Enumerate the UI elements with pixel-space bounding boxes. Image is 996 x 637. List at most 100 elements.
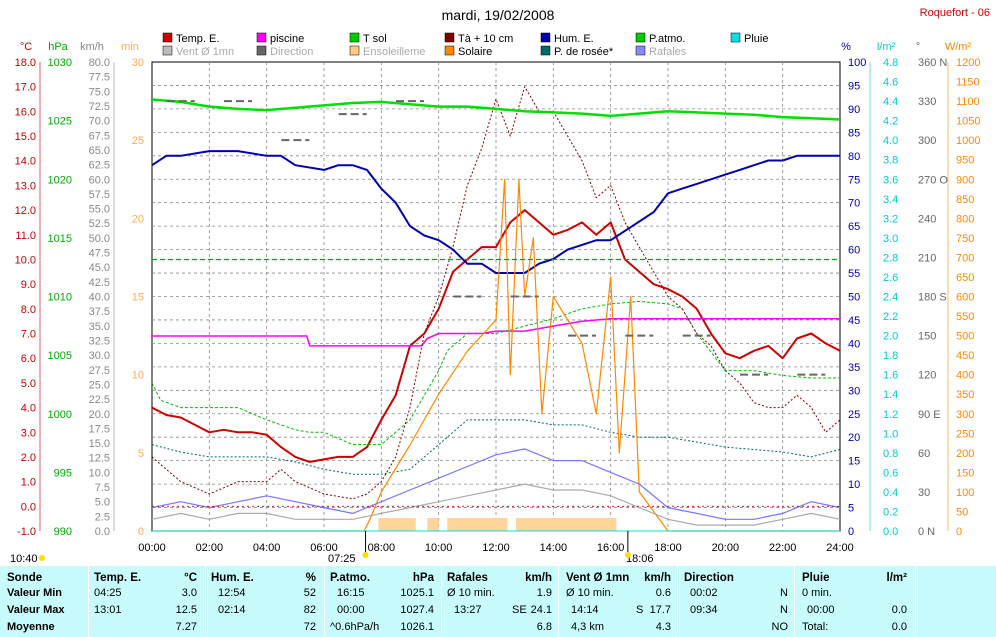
axis-tick-press-3: 1015 — [48, 233, 72, 245]
axis-tick-hum-0: 100 — [848, 57, 866, 69]
legend-swatch-2 — [349, 32, 360, 43]
axis-tick-temp-16: 2.0 — [21, 452, 36, 464]
legend-label-12: Rafales — [649, 46, 687, 58]
axis-tick-min-3: 15 — [132, 292, 144, 304]
sunshine-block-3 — [516, 518, 617, 531]
axis-tick-temp-11: 7.0 — [21, 329, 36, 341]
legend-swatch-4 — [540, 32, 551, 43]
series-line-p-atmo- — [151, 98, 841, 121]
stats-wind-avg: 4.3 — [655, 621, 671, 633]
axis-tick-press-1: 1025 — [48, 116, 72, 128]
stats-wind-dist: 4,3 km — [571, 621, 605, 633]
legend-swatch-5 — [635, 32, 646, 43]
axis-tick-temp-1: 17.0 — [15, 82, 36, 94]
axis-tick-rain-2: 4.4 — [883, 96, 898, 108]
axis-unit-press: hPa — [48, 41, 68, 53]
axis-tick-sol-23: 50 — [956, 506, 968, 518]
axis-tick-hum-15: 25 — [848, 409, 860, 421]
axis-tick-hum-1: 95 — [848, 80, 860, 92]
x-tick-2: 04:00 — [253, 542, 281, 554]
stats-col-temp: Temp. E. °C 04:25 3.0 13:01 12.5 7.27 — [89, 566, 205, 637]
axis-tick-hum-6: 70 — [848, 198, 860, 210]
axis-tick-temp-17: 1.0 — [21, 477, 36, 489]
axis-tick-wind-4: 70.0 — [89, 116, 110, 128]
axis-tick-temp-4: 14.0 — [15, 156, 36, 168]
x-tick-6: 12:00 — [482, 542, 510, 554]
axis-tick-wind-31: 2.5 — [95, 511, 110, 523]
axis-tick-sol-7: 850 — [956, 194, 974, 206]
axis-tick-press-7: 995 — [54, 467, 72, 479]
stats-press-trend: ^0.6hPa/h — [330, 621, 380, 633]
stats-press-unit: hPa — [412, 572, 434, 584]
axis-tick-wind-13: 47.5 — [89, 248, 110, 260]
x-tick-8: 16:00 — [597, 542, 625, 554]
axis-tick-hum-13: 35 — [848, 362, 860, 374]
stats-hum-min-time: 12:54 — [218, 587, 246, 599]
stats-row-min: Valeur Min — [7, 587, 63, 599]
legend-label-4: Hum. E. — [554, 33, 594, 45]
axis-tick-dir-8: 120 — [918, 370, 936, 382]
axis-tick-rain-14: 2.0 — [883, 331, 898, 343]
axis-tick-wind-20: 30.0 — [89, 350, 110, 362]
stats-row-avg: Moyenne — [7, 621, 55, 633]
axis-tick-wind-16: 40.0 — [89, 292, 110, 304]
axis-unit-hum: % — [841, 41, 851, 53]
axis-tick-rain-15: 1.8 — [883, 350, 898, 362]
axis-tick-temp-5: 13.0 — [15, 180, 36, 192]
axis-tick-hum-20: 0 — [848, 526, 854, 538]
axis-tick-temp-8: 10.0 — [15, 254, 36, 266]
x-tick-3: 06:00 — [310, 542, 338, 554]
axis-tick-dir-3: 270 O — [918, 174, 948, 186]
axis-tick-wind-32: 0.0 — [95, 526, 110, 538]
axis-tick-wind-15: 42.5 — [89, 277, 110, 289]
axis-tick-wind-0: 80.0 — [89, 57, 110, 69]
axis-tick-temp-0: 18.0 — [15, 57, 36, 69]
day-length-label: 10:40 — [10, 553, 38, 565]
stats-table: Sonde Valeur Min Valeur Max Moyenne Temp… — [0, 566, 996, 637]
stats-dir-max-time: 09:34 — [690, 604, 718, 616]
stats-temp-max-time: 13:01 — [94, 604, 122, 616]
axis-tick-wind-29: 7.5 — [95, 482, 110, 494]
series-line-p-de-ros-e- — [151, 419, 841, 475]
weather-chart: mardi, 19/02/2008 Roquefort - 06 Temp. E. p… — [10, 7, 990, 565]
stats-rain-unit: l/m² — [886, 572, 907, 584]
x-tick-1: 02:00 — [196, 542, 224, 554]
stats-wind-min-label: Ø 10 min. — [566, 587, 614, 599]
stats-temp-min-val: 3.0 — [181, 587, 197, 599]
legend-label-1: piscine — [270, 33, 304, 45]
stats-press-max-time: 00:00 — [337, 604, 365, 616]
axis-tick-min-5: 5 — [138, 448, 144, 460]
axis-tick-sol-0: 1200 — [956, 57, 980, 69]
axis-tick-rain-0: 4.8 — [883, 57, 898, 69]
axis-tick-sol-8: 800 — [956, 213, 974, 225]
axis-tick-hum-19: 5 — [848, 503, 854, 515]
stats-wind-max-val: 17.7 — [649, 604, 671, 616]
legend-swatch-0 — [162, 32, 173, 43]
stats-hum-avg: 72 — [303, 621, 316, 633]
sunset-label: 18:06 — [626, 553, 654, 565]
axis-tick-dir-6: 180 S — [918, 292, 947, 304]
axis-tick-rain-3: 4.2 — [883, 116, 898, 128]
stats-dir-min-val: N — [780, 587, 788, 599]
axis-tick-sol-19: 250 — [956, 428, 974, 440]
axis-tick-sol-1: 1150 — [956, 77, 980, 89]
x-tick-10: 20:00 — [712, 542, 740, 554]
axis-tick-wind-7: 62.5 — [89, 160, 110, 172]
axis-tick-sol-14: 500 — [956, 331, 974, 343]
stats-rain-r1: 0 min. — [802, 587, 832, 599]
axis-tick-temp-6: 12.0 — [15, 205, 36, 217]
x-tick-4: 08:00 — [368, 542, 396, 554]
axis-tick-wind-19: 32.5 — [89, 335, 110, 347]
axis-tick-sol-9: 750 — [956, 233, 974, 245]
axis-tick-dir-2: 300 — [918, 135, 936, 147]
stats-dir-avg: NO — [771, 621, 789, 633]
axis-tick-rain-18: 1.2 — [883, 409, 898, 421]
axis-tick-hum-14: 30 — [848, 385, 860, 397]
axis-tick-press-5: 1005 — [48, 350, 72, 362]
stats-hum-max-val: 82 — [303, 604, 316, 616]
legend-label-9: Ensoleilleme — [363, 46, 425, 58]
axis-tick-rain-7: 3.4 — [883, 194, 898, 206]
axis-tick-rain-20: 0.8 — [883, 448, 898, 460]
stats-gust-min-label: Ø 10 min. — [447, 587, 495, 599]
cursor-dot-1 — [624, 552, 631, 558]
